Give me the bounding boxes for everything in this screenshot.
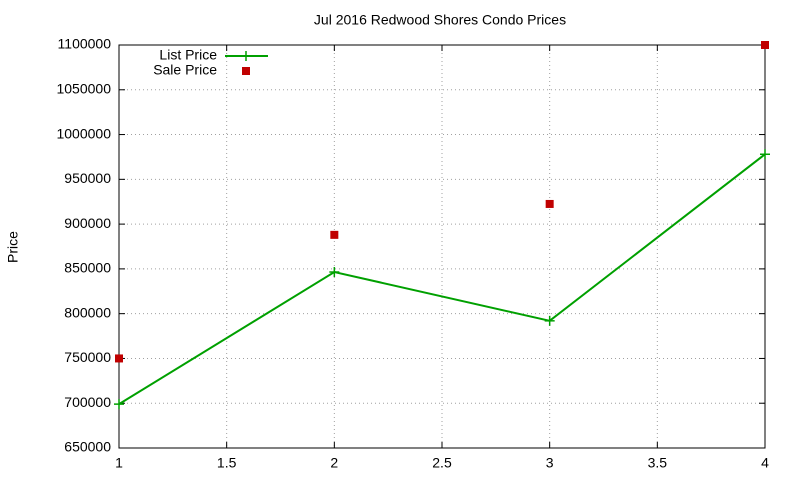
point-marker	[330, 230, 339, 239]
x-tick-label: 1.5	[217, 455, 237, 471]
point-marker	[761, 41, 769, 49]
plot-frame	[118, 44, 766, 449]
y-tick-label: 850000	[64, 260, 111, 276]
legend-label: Sale Price	[153, 62, 217, 78]
point-marker	[760, 149, 770, 160]
series-line	[118, 153, 766, 405]
y-tick-label: 800000	[64, 304, 111, 320]
legend-marker	[241, 51, 251, 61]
x-tick-label: 3	[546, 455, 554, 471]
point-marker	[329, 267, 340, 278]
legend-marker	[242, 67, 250, 75]
y-axis-label: Price	[5, 231, 21, 263]
y-tick-label: 950000	[64, 170, 111, 186]
y-tick-label: 1050000	[56, 80, 111, 96]
x-tick-label: 2	[330, 455, 338, 471]
point-marker	[544, 315, 555, 326]
x-tick-label: 1	[115, 455, 123, 471]
y-tick-label: 1000000	[56, 125, 111, 141]
y-tick-label: 900000	[64, 215, 111, 231]
point-marker	[115, 354, 123, 363]
x-tick-label: 2.5	[432, 455, 452, 471]
legend-label: List Price	[159, 47, 217, 63]
chart-title: Jul 2016 Redwood Shores Condo Prices	[314, 12, 566, 28]
point-marker	[114, 399, 124, 410]
x-tick-label: 3.5	[648, 455, 668, 471]
y-tick-label: 650000	[64, 439, 111, 455]
y-tick-label: 700000	[64, 394, 111, 410]
point-marker	[545, 199, 554, 208]
y-tick-label: 750000	[64, 349, 111, 365]
y-tick-label: 1100000	[58, 36, 112, 52]
x-tick-label: 4	[761, 455, 769, 471]
